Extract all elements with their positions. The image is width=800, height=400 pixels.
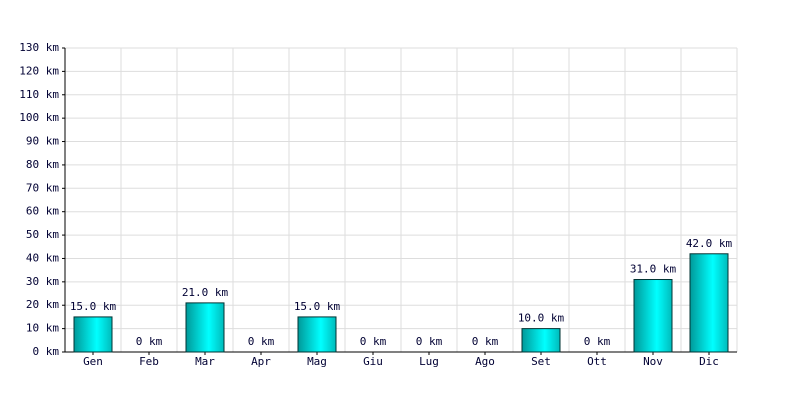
data-label: 15.0 km bbox=[70, 300, 117, 313]
bar bbox=[521, 328, 561, 353]
data-label: 0 km bbox=[136, 335, 163, 348]
y-tick-label: 120 km bbox=[19, 64, 59, 77]
data-label: 10.0 km bbox=[518, 312, 565, 325]
y-tick-label: 30 km bbox=[26, 275, 59, 288]
y-tick-label: 0 km bbox=[33, 345, 60, 358]
y-tick-label: 10 km bbox=[26, 322, 59, 335]
bar bbox=[633, 279, 673, 353]
y-tick-label: 80 km bbox=[26, 158, 59, 171]
data-label: 21.0 km bbox=[182, 286, 229, 299]
data-label: 42.0 km bbox=[686, 237, 733, 250]
data-label: 31.0 km bbox=[630, 263, 677, 276]
data-label: 0 km bbox=[584, 335, 611, 348]
x-tick-label: Ott bbox=[587, 355, 607, 368]
x-tick-label: Dic bbox=[699, 355, 719, 368]
bar bbox=[297, 316, 337, 353]
bar bbox=[73, 316, 113, 353]
y-tick-label: 90 km bbox=[26, 135, 59, 148]
x-tick-label: Apr bbox=[251, 355, 271, 368]
x-tick-label: Mar bbox=[195, 355, 215, 368]
x-tick-label: Giu bbox=[363, 355, 383, 368]
y-tick-label: 40 km bbox=[26, 251, 59, 264]
data-label: 0 km bbox=[416, 335, 443, 348]
x-tick-label: Mag bbox=[307, 355, 327, 368]
x-tick-label: Lug bbox=[419, 355, 439, 368]
x-tick-label: Ago bbox=[475, 355, 495, 368]
x-tick-label: Nov bbox=[643, 355, 663, 368]
data-label: 0 km bbox=[360, 335, 387, 348]
y-tick-label: 60 km bbox=[26, 205, 59, 218]
y-tick-label: 100 km bbox=[19, 111, 59, 124]
data-label: 0 km bbox=[472, 335, 499, 348]
bar bbox=[689, 253, 729, 353]
y-tick-label: 70 km bbox=[26, 181, 59, 194]
y-tick-label: 110 km bbox=[19, 88, 59, 101]
y-tick-label: 50 km bbox=[26, 228, 59, 241]
y-tick-label: 20 km bbox=[26, 298, 59, 311]
data-label: 0 km bbox=[248, 335, 275, 348]
x-tick-label: Feb bbox=[139, 355, 159, 368]
bar bbox=[185, 302, 225, 353]
data-label: 15.0 km bbox=[294, 300, 341, 313]
x-tick-label: Set bbox=[531, 355, 551, 368]
x-tick-label: Gen bbox=[83, 355, 103, 368]
y-tick-label: 130 km bbox=[19, 41, 59, 54]
